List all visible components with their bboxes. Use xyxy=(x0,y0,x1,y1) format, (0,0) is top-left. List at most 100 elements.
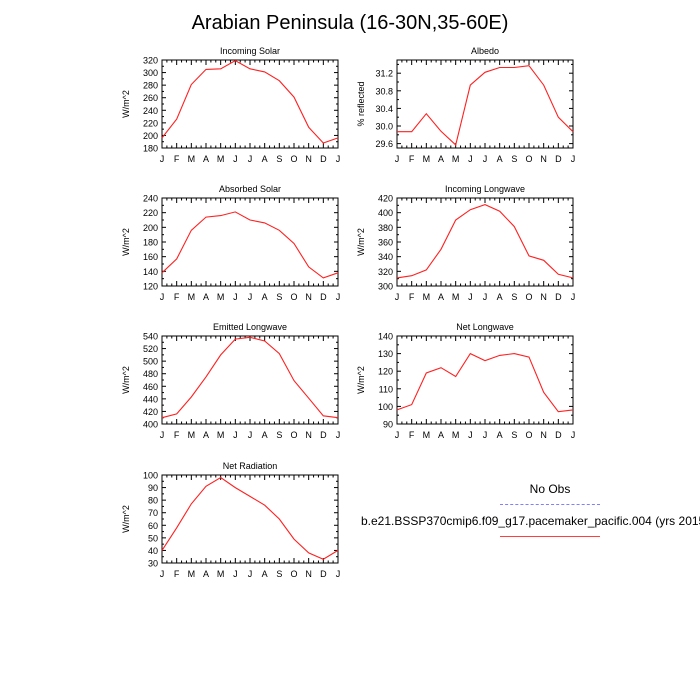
y-axis-label: W/m^2 xyxy=(356,366,366,394)
y-axis-label: W/m^2 xyxy=(356,228,366,256)
x-tick-label: M xyxy=(452,430,460,440)
y-tick-label: 420 xyxy=(378,194,393,204)
y-tick-label: 520 xyxy=(143,344,158,354)
x-tick-label: J xyxy=(160,292,165,302)
y-tick-label: 90 xyxy=(148,483,158,493)
x-tick-label: A xyxy=(262,292,268,302)
x-tick-label: O xyxy=(525,154,532,164)
plot-frame xyxy=(161,197,339,287)
y-tick-label: 120 xyxy=(378,367,393,377)
x-tick-label: J xyxy=(483,292,488,302)
x-tick-label: O xyxy=(525,430,532,440)
y-tick-label: 80 xyxy=(148,496,158,506)
y-tick-label: 240 xyxy=(143,106,158,116)
x-tick-label: A xyxy=(203,292,209,302)
y-axis-label: % reflected xyxy=(356,81,366,126)
x-tick-label: S xyxy=(276,430,282,440)
x-tick-label: M xyxy=(423,430,431,440)
x-tick-label: F xyxy=(174,292,180,302)
y-tick-label: 180 xyxy=(143,144,158,154)
y-tick-label: 380 xyxy=(378,223,393,233)
x-tick-label: J xyxy=(571,430,576,440)
plot-frame xyxy=(161,59,339,149)
x-tick-label: A xyxy=(438,154,444,164)
y-tick-label: 280 xyxy=(143,81,158,91)
x-tick-label: N xyxy=(305,154,312,164)
x-tick-label: J xyxy=(233,569,238,579)
y-tick-label: 420 xyxy=(143,407,158,417)
x-tick-label: M xyxy=(452,292,460,302)
y-tick-label: 320 xyxy=(378,267,393,277)
panel-title: Net Longwave xyxy=(456,322,514,332)
legend-run-line xyxy=(500,536,600,537)
x-tick-label: N xyxy=(540,154,547,164)
panel-title: Emitted Longwave xyxy=(213,322,287,332)
x-tick-label: J xyxy=(233,154,238,164)
y-axis-label: W/m^2 xyxy=(121,228,131,256)
y-tick-label: 30.8 xyxy=(375,86,393,96)
y-tick-label: 40 xyxy=(148,546,158,556)
x-tick-label: J xyxy=(571,154,576,164)
panel-title: Absorbed Solar xyxy=(219,184,281,194)
y-tick-label: 100 xyxy=(143,471,158,481)
y-tick-label: 30.0 xyxy=(375,122,393,132)
y-tick-label: 120 xyxy=(143,282,158,292)
legend-obs-line xyxy=(500,504,600,505)
x-tick-label: O xyxy=(290,154,297,164)
x-tick-label: M xyxy=(217,154,225,164)
x-tick-label: S xyxy=(276,292,282,302)
y-axis-label: W/m^2 xyxy=(121,90,131,118)
y-tick-label: 29.6 xyxy=(375,139,393,149)
x-tick-label: J xyxy=(336,154,341,164)
x-tick-label: J xyxy=(248,292,253,302)
x-tick-label: O xyxy=(525,292,532,302)
x-tick-label: O xyxy=(290,569,297,579)
x-tick-label: N xyxy=(305,292,312,302)
y-tick-label: 140 xyxy=(143,267,158,277)
y-tick-label: 90 xyxy=(383,420,393,430)
y-tick-label: 300 xyxy=(143,68,158,78)
y-tick-label: 140 xyxy=(378,332,393,342)
y-tick-label: 30.4 xyxy=(375,104,393,114)
x-tick-label: M xyxy=(188,569,196,579)
plot-frame xyxy=(396,59,574,149)
y-tick-label: 540 xyxy=(143,332,158,342)
y-tick-label: 70 xyxy=(148,508,158,518)
y-tick-label: 31.2 xyxy=(375,69,393,79)
x-tick-label: A xyxy=(203,569,209,579)
x-tick-label: A xyxy=(497,430,503,440)
x-tick-label: J xyxy=(248,430,253,440)
x-tick-label: J xyxy=(468,430,473,440)
y-tick-label: 300 xyxy=(378,282,393,292)
y-tick-label: 400 xyxy=(143,420,158,430)
series-line xyxy=(161,59,339,144)
x-tick-label: J xyxy=(160,154,165,164)
x-tick-label: A xyxy=(262,154,268,164)
x-tick-label: J xyxy=(160,430,165,440)
y-tick-label: 220 xyxy=(143,118,158,128)
x-tick-label: D xyxy=(320,292,327,302)
x-tick-label: N xyxy=(540,430,547,440)
plot-frame xyxy=(161,474,339,564)
y-tick-label: 200 xyxy=(143,131,158,141)
series-line xyxy=(396,352,574,413)
y-axis-label: W/m^2 xyxy=(121,366,131,394)
x-tick-label: J xyxy=(336,430,341,440)
y-tick-label: 160 xyxy=(143,252,158,262)
x-tick-label: S xyxy=(511,430,517,440)
y-tick-label: 220 xyxy=(143,208,158,218)
x-tick-label: M xyxy=(188,154,196,164)
series-line xyxy=(397,65,574,146)
y-axis-label: W/m^2 xyxy=(121,505,131,533)
x-tick-label: J xyxy=(468,292,473,302)
y-tick-label: 200 xyxy=(143,223,158,233)
legend-run-label: b.e21.BSSP370cmip6.f09_g17.pacemaker_pac… xyxy=(361,514,700,528)
x-tick-label: D xyxy=(320,430,327,440)
x-tick-label: O xyxy=(290,430,297,440)
x-tick-label: J xyxy=(160,569,165,579)
x-tick-label: O xyxy=(290,292,297,302)
x-tick-label: A xyxy=(438,430,444,440)
